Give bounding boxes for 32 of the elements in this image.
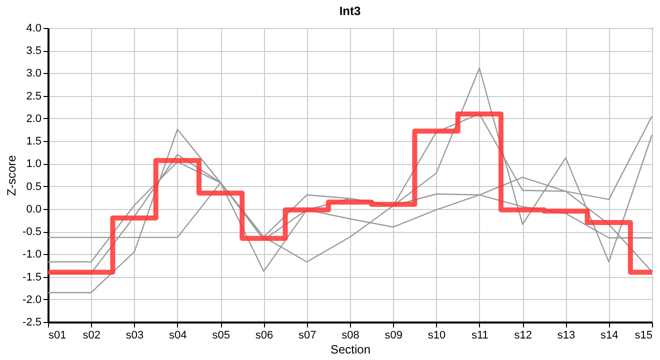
y-tick-label: 2.0 (26, 112, 42, 125)
x-tick-label: s09 (384, 330, 403, 342)
y-tick-label: -2.0 (22, 294, 42, 306)
x-tick-label: s05 (212, 330, 230, 342)
y-tick-label: -1.0 (22, 248, 42, 261)
x-tick-label: s07 (298, 330, 316, 342)
x-tick-label: s11 (471, 330, 488, 342)
x-tick-label: s03 (126, 330, 144, 342)
y-tick-label: 1.0 (26, 158, 42, 170)
x-tick-label: s14 (600, 330, 618, 342)
y-tick-label: 0.5 (26, 180, 42, 193)
x-tick-label: s15 (634, 330, 652, 342)
x-tick-label: s12 (514, 330, 532, 342)
y-tick-label: -1.5 (22, 271, 42, 284)
y-tick-label: 3.5 (26, 45, 42, 58)
y-tick-label: 3.0 (26, 68, 42, 80)
chart-title: Int3 (339, 4, 361, 18)
y-tick-label: 4.0 (26, 22, 42, 34)
x-tick-label: s04 (169, 330, 187, 342)
y-tick-label: -0.5 (22, 226, 42, 238)
y-tick-label: 2.5 (26, 90, 42, 102)
x-tick-label: s08 (342, 330, 360, 342)
y-tick-label: -2.5 (22, 316, 42, 328)
x-tick-label: s02 (82, 330, 101, 342)
x-tick-label: s13 (557, 330, 576, 342)
y-tick-label: 0.0 (26, 203, 42, 216)
y-axis-title: Z-score (4, 154, 19, 196)
x-tick-label: s10 (428, 330, 446, 342)
x-tick-label: s06 (255, 330, 274, 342)
y-tick-label: 1.5 (26, 136, 42, 148)
x-axis-title: Section (330, 342, 371, 356)
x-tick-label: s01 (48, 330, 66, 342)
